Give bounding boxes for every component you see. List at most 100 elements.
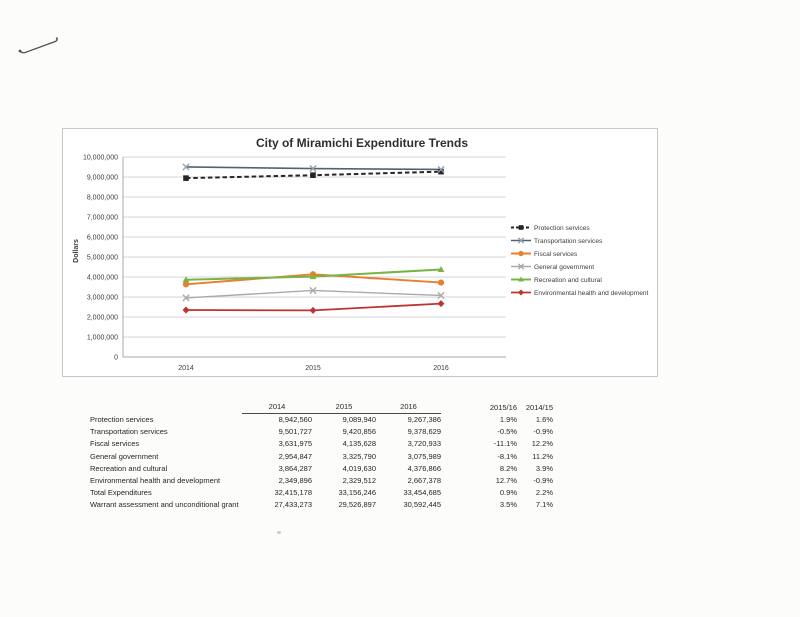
value-2016: 9,267,386 xyxy=(407,415,441,424)
chart-canvas: City of Miramichi Expenditure Trends Dol… xyxy=(73,136,649,372)
scan-speck xyxy=(277,531,281,534)
triangle-marker-icon xyxy=(309,273,317,280)
pct-2014-15: 11.2% xyxy=(532,451,553,461)
x-tick-label: 2014 xyxy=(178,365,194,372)
x-marker-icon xyxy=(182,163,190,171)
value-2016: 9,378,629 xyxy=(407,427,441,437)
table-row: General government 2,954,847 3,325,790 3… xyxy=(90,451,553,463)
value-2014: 3,864,287 xyxy=(278,463,312,473)
triangle-marker-icon xyxy=(437,265,445,272)
expenditure-trends-chart: City of Miramichi Expenditure Trends Dol… xyxy=(62,128,658,377)
header-2015-16: 2015/16 xyxy=(489,402,517,412)
y-axis-title: Dollars xyxy=(73,239,80,263)
pct-2014-15: 12.2% xyxy=(531,439,553,449)
triangle-marker-icon xyxy=(182,276,190,283)
value-2014: 3,631,975 xyxy=(278,439,312,449)
row-label: Recreation and cultural xyxy=(90,463,168,473)
y-tick-label: 4,000,000 xyxy=(87,275,118,282)
y-tick-label: 7,000,000 xyxy=(87,215,118,222)
diamond-marker-icon xyxy=(517,289,525,296)
value-2014: 2,954,847 xyxy=(278,451,312,461)
expenditure-data-table: 2014 2015 2016 2015/16 2014/15 Protectio… xyxy=(90,400,553,512)
pct-2014-15: 2.2% xyxy=(535,488,553,498)
table-row: Protection services 8,942,560 9,089,940 … xyxy=(90,414,553,427)
pct-2015-16: -8.1% xyxy=(497,451,517,461)
chart-title: City of Miramichi Expenditure Trends xyxy=(256,136,468,150)
y-tick-label: 9,000,000 xyxy=(87,175,118,182)
legend-item-label: Fiscal services xyxy=(534,251,578,258)
pct-2014-15: 7.1% xyxy=(535,500,553,510)
value-2015: 4,135,628 xyxy=(342,439,376,449)
square-marker-icon xyxy=(438,168,444,175)
x-tick-label: 2015 xyxy=(305,365,321,372)
pct-2015-16: -11.1% xyxy=(493,439,517,449)
row-label: General government xyxy=(90,451,159,461)
pct-2015-16: 3.5% xyxy=(499,500,517,510)
value-2016: 2,667,378 xyxy=(407,476,441,486)
circle-marker-icon xyxy=(437,279,445,286)
pct-2014-15: 1.6% xyxy=(535,414,553,424)
y-tick-label: 0 xyxy=(114,355,118,362)
header-2016: 2016 xyxy=(376,400,441,414)
square-marker-icon xyxy=(518,225,524,230)
legend-item-label: Transportation services xyxy=(534,238,603,245)
x-marker-icon xyxy=(437,165,445,174)
value-2014: 32,415,178 xyxy=(274,488,312,498)
legend-item-label: Protection services xyxy=(534,225,590,232)
x-marker-icon xyxy=(517,263,525,270)
value-2016: 4,376,866 xyxy=(407,463,441,473)
y-tick-label: 8,000,000 xyxy=(87,195,118,202)
circle-marker-icon xyxy=(518,250,524,257)
value-2015: 9,420,856 xyxy=(342,427,376,437)
row-label: Warrant assessment and unconditional gra… xyxy=(90,500,239,510)
table-row: Fiscal services 3,631,975 4,135,628 3,72… xyxy=(90,438,553,450)
table-row: Transportation services 9,501,727 9,420,… xyxy=(90,426,553,438)
header-2014-15: 2014/15 xyxy=(525,402,553,412)
x-marker-icon xyxy=(437,291,445,300)
y-tick-label: 10,000,000 xyxy=(83,155,118,162)
pct-2015-16: 0.9% xyxy=(499,488,517,498)
row-label: Transportation services xyxy=(90,427,168,437)
pct-2015-16: 1.9% xyxy=(499,414,517,424)
value-2015: 3,325,790 xyxy=(342,451,376,461)
row-label: Protection services xyxy=(90,414,154,424)
pct-2014-15: 3.9% xyxy=(535,463,553,473)
x-marker-icon xyxy=(517,237,525,244)
value-2016: 3,720,933 xyxy=(407,439,441,449)
y-tick-label: 5,000,000 xyxy=(87,255,118,262)
value-2015: 29,526,897 xyxy=(338,500,376,510)
x-tick-label: 2016 xyxy=(433,365,449,372)
value-2014: 27,433,273 xyxy=(274,500,312,510)
y-tick-label: 2,000,000 xyxy=(87,315,118,322)
legend-item-label: Environmental health and development xyxy=(534,290,649,297)
square-marker-icon xyxy=(310,172,316,179)
value-2015: 4,019,630 xyxy=(342,463,376,473)
x-marker-icon xyxy=(309,164,317,173)
value-2015: 2,329,512 xyxy=(342,476,376,486)
header-2014: 2014 xyxy=(242,400,312,414)
pct-2015-16: 8.2% xyxy=(499,463,517,473)
value-2016: 30,592,445 xyxy=(403,500,441,510)
pct-2015-16: 12.7% xyxy=(495,476,517,486)
x-marker-icon xyxy=(309,286,317,295)
y-tick-label: 3,000,000 xyxy=(87,295,118,302)
header-2015: 2015 xyxy=(312,400,376,414)
value-2015: 9,089,940 xyxy=(342,415,376,424)
table-row-warrant: Warrant assessment and unconditional gra… xyxy=(90,499,553,511)
row-label: Environmental health and development xyxy=(90,476,221,486)
value-2015: 33,156,246 xyxy=(338,488,376,498)
pct-2014-15: -0.9% xyxy=(533,427,553,437)
pen-scribble-mark xyxy=(18,37,58,54)
row-label: Fiscal services xyxy=(90,439,140,449)
table-header-row: 2014 2015 2016 2015/16 2014/15 xyxy=(90,400,553,414)
y-tick-label: 1,000,000 xyxy=(87,335,118,342)
value-2014: 2,349,896 xyxy=(278,476,312,486)
value-2014: 9,501,727 xyxy=(278,427,312,437)
diamond-marker-icon xyxy=(437,300,445,308)
value-2014: 8,942,560 xyxy=(278,415,312,424)
x-marker-icon xyxy=(182,294,190,302)
table-row-total: Total Expenditures 32,415,178 33,156,246… xyxy=(90,487,553,499)
y-tick-label: 6,000,000 xyxy=(87,235,118,242)
triangle-marker-icon xyxy=(518,276,524,282)
diamond-marker-icon xyxy=(309,306,317,314)
